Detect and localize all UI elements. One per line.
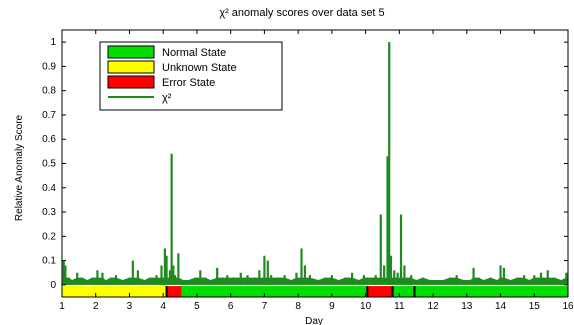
y-tick-label: 0.1 — [42, 256, 56, 267]
x-tick-label: 14 — [495, 301, 507, 312]
x-tick-label: 3 — [127, 301, 133, 312]
y-tick-label: 0.5 — [42, 159, 56, 170]
y-tick-label: 0.3 — [42, 207, 56, 218]
x-tick-label: 11 — [394, 301, 405, 312]
x-tick-label: 16 — [562, 301, 574, 312]
x-tick-label: 5 — [194, 301, 200, 312]
legend-swatch — [107, 60, 155, 74]
state-segment — [62, 286, 167, 297]
legend: Normal State Unknown State Error State χ² — [99, 41, 283, 111]
legend-swatch — [107, 75, 155, 89]
y-tick-label: 1 — [50, 37, 56, 48]
x-tick-label: 8 — [295, 301, 301, 312]
state-segment — [166, 286, 182, 297]
x-tick-label: 2 — [93, 301, 99, 312]
y-tick-label: 0.7 — [42, 110, 56, 121]
x-tick-label: 10 — [360, 301, 372, 312]
y-tick-label: 0.6 — [42, 134, 56, 145]
plot-area: 00.10.20.30.40.50.60.70.80.911 2 3 4 5 6 7 8 9 10… — [42, 29, 574, 312]
x-tick-label: 12 — [428, 301, 440, 312]
x-tick-label: 1 — [59, 301, 65, 312]
y-tick-label: 0.2 — [42, 231, 56, 242]
y-tick-label: 0.8 — [42, 86, 56, 97]
legend-label: Unknown State — [162, 62, 237, 74]
state-segment — [367, 286, 393, 297]
chart-title: χ² anomaly scores over data set 5 — [219, 7, 384, 19]
y-tick-label: 0 — [50, 280, 56, 291]
state-segment — [392, 286, 568, 297]
y-tick-label: 0.4 — [42, 183, 56, 194]
x-axis-label: Day — [305, 316, 323, 325]
legend-label: χ² — [162, 92, 172, 104]
x-tick-label: 15 — [529, 301, 541, 312]
y-axis-label: Relative Anomaly Score — [14, 114, 25, 221]
x-tick-label: 9 — [329, 301, 335, 312]
x-tick-label: 13 — [461, 301, 473, 312]
chi2-baseline-area — [62, 277, 568, 285]
x-tick-label: 6 — [228, 301, 234, 312]
state-segment — [181, 286, 368, 297]
legend-swatch — [107, 45, 155, 59]
legend-label: Normal State — [162, 47, 226, 59]
x-tick-label: 4 — [160, 301, 166, 312]
y-tick-label: 0.9 — [42, 61, 56, 72]
x-tick-label: 7 — [262, 301, 268, 312]
legend-label: Error State — [162, 77, 215, 89]
